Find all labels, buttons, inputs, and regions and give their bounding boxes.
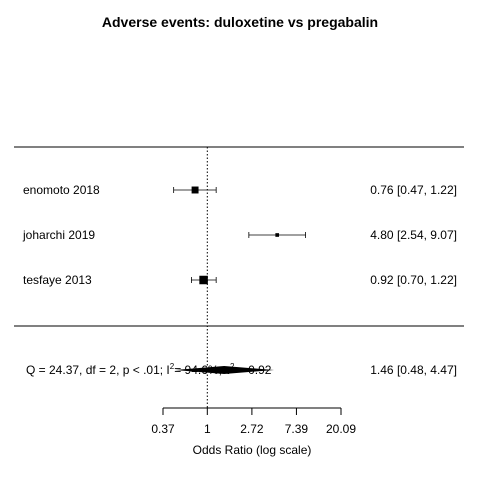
study-label-2: tesfaye 2013: [23, 273, 92, 287]
het-q: Q = 24.37, df = 2, p < .01; I: [26, 363, 170, 377]
study-label-1: joharchi 2019: [22, 228, 95, 242]
x-tick-label-3: 7.39: [285, 422, 309, 436]
study-rows: enomoto 2018 0.76 [0.47, 1.22] joharchi 20…: [22, 183, 457, 287]
x-axis-label: Odds Ratio (log scale): [193, 443, 312, 457]
x-tick-label-0: 0.37: [151, 422, 175, 436]
study-point-2: [199, 275, 208, 285]
study-point-1: [275, 233, 280, 237]
chart-title: Adverse events: duloxetine vs pregabalin: [102, 14, 378, 30]
study-ci-text-2: 0.92 [0.70, 1.22]: [370, 273, 457, 287]
study-ci-text-0: 0.76 [0.47, 1.22]: [370, 183, 457, 197]
summary-ci-text: 1.46 [0.48, 4.47]: [370, 363, 457, 377]
het-tail: = 0.92: [234, 363, 271, 377]
study-ci-text-1: 4.80 [2.54, 9.07]: [370, 228, 457, 242]
x-tick-label-4: 20.09: [326, 422, 356, 436]
het-sup2: 2: [230, 362, 235, 371]
x-axis: 0.37 1 2.72 7.39 20.09: [151, 407, 356, 436]
het-sup1: 2: [170, 362, 175, 371]
summary-diamond: [174, 366, 275, 374]
x-tick-label-1: 1: [204, 422, 211, 436]
het-mid: = 94.6%, τ: [174, 363, 230, 377]
summary-row: Q = 24.37, df = 2, p < .01; I2= 94.6%, τ…: [26, 362, 457, 377]
study-point-0: [191, 186, 199, 194]
heterogeneity-stats: Q = 24.37, df = 2, p < .01; I2= 94.6%, τ…: [26, 362, 272, 377]
x-tick-label-2: 2.72: [240, 422, 264, 436]
study-label-0: enomoto 2018: [23, 183, 100, 197]
